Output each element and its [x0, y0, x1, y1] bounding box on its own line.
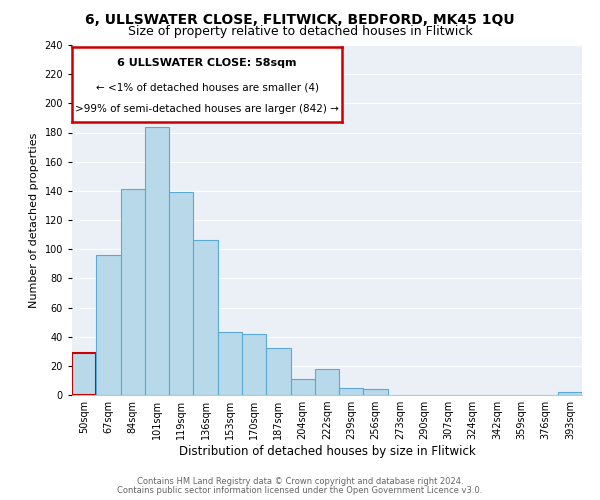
Text: 6, ULLSWATER CLOSE, FLITWICK, BEDFORD, MK45 1QU: 6, ULLSWATER CLOSE, FLITWICK, BEDFORD, M… [85, 12, 515, 26]
Bar [558, 392, 582, 395]
Bar [193, 240, 218, 395]
Bar [315, 369, 339, 395]
Bar [169, 192, 193, 395]
Bar [242, 334, 266, 395]
Y-axis label: Number of detached properties: Number of detached properties [29, 132, 39, 308]
Text: Contains public sector information licensed under the Open Government Licence v3: Contains public sector information licen… [118, 486, 482, 495]
X-axis label: Distribution of detached houses by size in Flitwick: Distribution of detached houses by size … [179, 445, 475, 458]
Bar [145, 126, 169, 395]
Bar [290, 379, 315, 395]
Bar [339, 388, 364, 395]
Bar [96, 255, 121, 395]
Text: Contains HM Land Registry data © Crown copyright and database right 2024.: Contains HM Land Registry data © Crown c… [137, 477, 463, 486]
Bar [121, 190, 145, 395]
Bar [72, 352, 96, 395]
Bar [218, 332, 242, 395]
Text: Size of property relative to detached houses in Flitwick: Size of property relative to detached ho… [128, 25, 472, 38]
Bar [364, 389, 388, 395]
Bar [266, 348, 290, 395]
